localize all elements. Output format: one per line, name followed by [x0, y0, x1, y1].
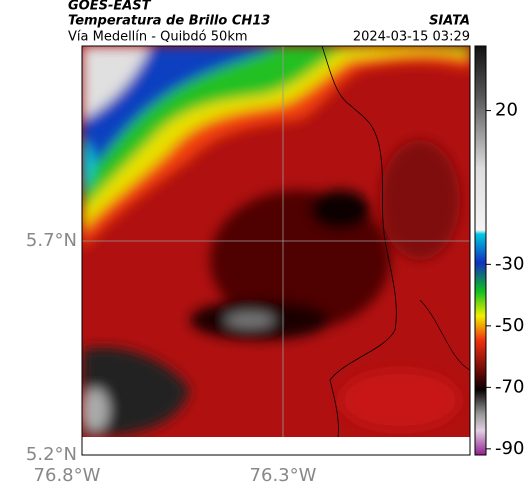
colorbar	[474, 45, 487, 456]
colorbar-tick-label: -30	[495, 253, 524, 274]
colorbar-tick-label: -90	[495, 438, 524, 459]
satellite-image	[81, 45, 471, 456]
lat-label: 5.7°N	[26, 230, 77, 251]
timestamp: 2024-03-15 03:29	[353, 30, 470, 45]
colorbar-tick-label: -50	[495, 315, 524, 336]
location: Vía Medellín - Quibdó 50km	[68, 30, 248, 45]
colorbar-tick-label: 20	[495, 100, 518, 121]
lon-label: 76.8°W	[34, 465, 101, 486]
agency: GOES-EAST	[68, 0, 152, 14]
product: Temperatura de Brillo CH13	[68, 14, 270, 29]
org: SIATA	[429, 14, 470, 29]
lat-label: 5.2°N	[26, 444, 77, 465]
lon-label: 76.3°W	[250, 465, 317, 486]
colorbar-tick-label: -70	[495, 376, 524, 397]
